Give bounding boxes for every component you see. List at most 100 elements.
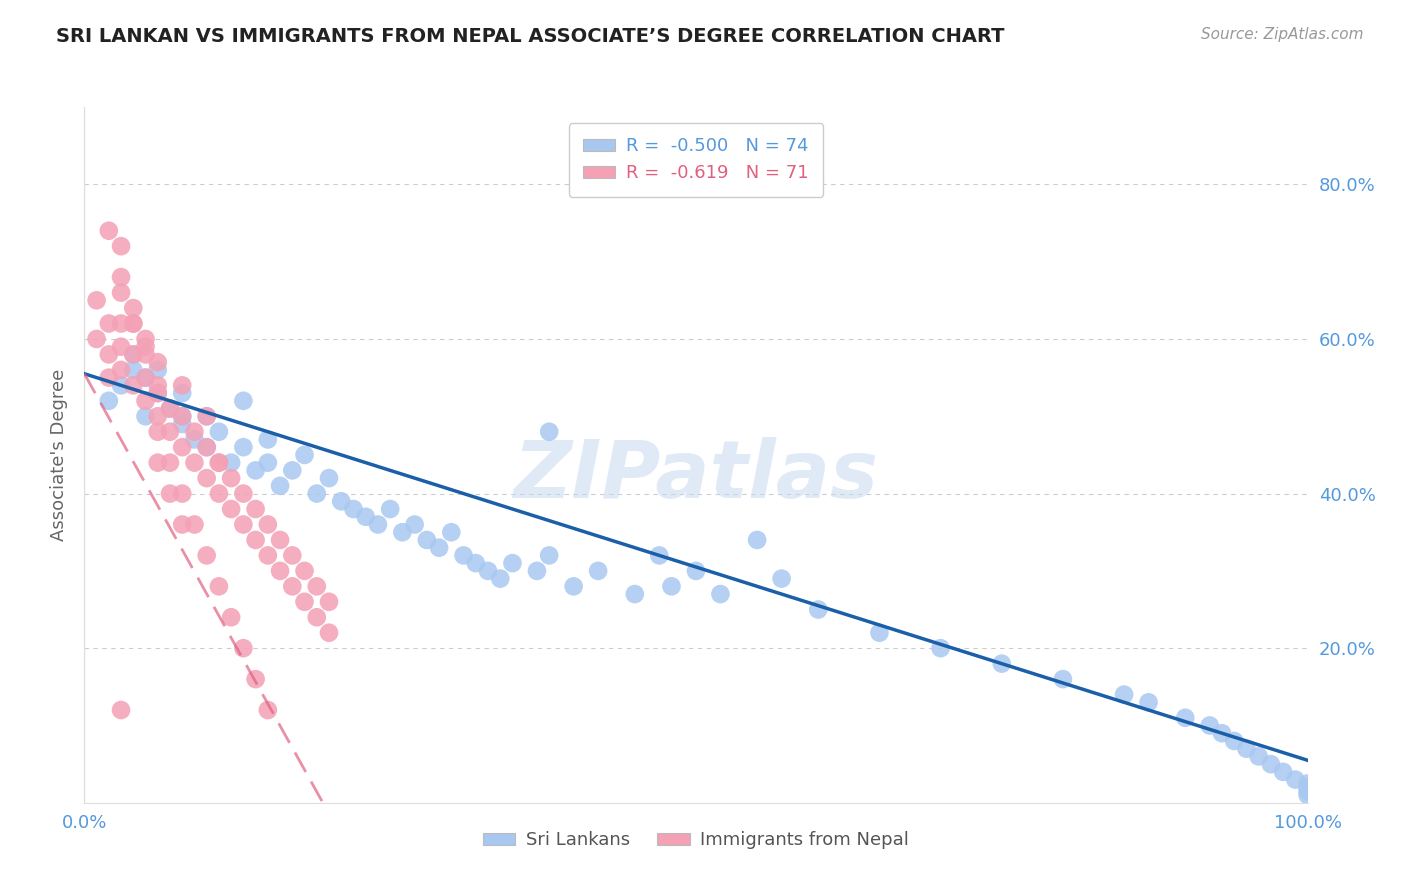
Point bbox=[257, 433, 280, 447]
Point bbox=[86, 293, 108, 308]
Point bbox=[208, 425, 231, 439]
Point bbox=[172, 517, 194, 532]
Point bbox=[232, 393, 254, 408]
Point bbox=[526, 564, 548, 578]
Point bbox=[404, 517, 426, 532]
Point bbox=[195, 440, 218, 454]
Point bbox=[257, 456, 280, 470]
Point bbox=[281, 463, 304, 477]
Point bbox=[391, 525, 413, 540]
Point bbox=[146, 386, 169, 401]
Point bbox=[342, 502, 364, 516]
Point bbox=[219, 610, 242, 624]
Point bbox=[991, 657, 1014, 671]
Point bbox=[172, 409, 194, 424]
Point bbox=[208, 579, 231, 593]
Point bbox=[1296, 776, 1319, 790]
Point bbox=[1223, 734, 1246, 748]
Point bbox=[110, 703, 132, 717]
Point bbox=[97, 393, 120, 408]
Point bbox=[1260, 757, 1282, 772]
Point bbox=[135, 332, 157, 346]
Point bbox=[367, 517, 389, 532]
Point bbox=[122, 347, 145, 361]
Point bbox=[294, 448, 316, 462]
Point bbox=[146, 378, 169, 392]
Point bbox=[427, 541, 450, 555]
Point bbox=[110, 239, 132, 253]
Point bbox=[122, 363, 145, 377]
Point bbox=[440, 525, 463, 540]
Point bbox=[648, 549, 671, 563]
Point bbox=[1296, 784, 1319, 798]
Point bbox=[281, 549, 304, 563]
Point bbox=[232, 486, 254, 500]
Point bbox=[453, 549, 475, 563]
Point bbox=[305, 486, 328, 500]
Point bbox=[1296, 788, 1319, 802]
Point bbox=[685, 564, 707, 578]
Point bbox=[318, 471, 340, 485]
Point bbox=[159, 456, 181, 470]
Point bbox=[1236, 741, 1258, 756]
Point bbox=[416, 533, 439, 547]
Y-axis label: Associate's Degree: Associate's Degree bbox=[51, 368, 69, 541]
Point bbox=[159, 401, 181, 416]
Point bbox=[172, 378, 194, 392]
Point bbox=[318, 595, 340, 609]
Legend: Sri Lankans, Immigrants from Nepal: Sri Lankans, Immigrants from Nepal bbox=[475, 824, 917, 856]
Text: Source: ZipAtlas.com: Source: ZipAtlas.com bbox=[1201, 27, 1364, 42]
Point bbox=[146, 386, 169, 401]
Point bbox=[245, 533, 267, 547]
Point bbox=[1296, 780, 1319, 795]
Point bbox=[146, 425, 169, 439]
Point bbox=[294, 595, 316, 609]
Point bbox=[86, 332, 108, 346]
Point bbox=[172, 386, 194, 401]
Point bbox=[122, 317, 145, 331]
Point bbox=[538, 549, 561, 563]
Point bbox=[1198, 718, 1220, 732]
Point bbox=[172, 409, 194, 424]
Point bbox=[330, 494, 353, 508]
Point bbox=[269, 533, 291, 547]
Point bbox=[489, 572, 512, 586]
Point bbox=[257, 703, 280, 717]
Point bbox=[562, 579, 585, 593]
Point bbox=[380, 502, 402, 516]
Point bbox=[159, 425, 181, 439]
Point bbox=[232, 440, 254, 454]
Point bbox=[1211, 726, 1233, 740]
Point bbox=[770, 572, 793, 586]
Point bbox=[97, 370, 120, 384]
Point bbox=[464, 556, 486, 570]
Point bbox=[232, 641, 254, 656]
Point bbox=[318, 625, 340, 640]
Point bbox=[146, 409, 169, 424]
Point bbox=[110, 363, 132, 377]
Point bbox=[110, 270, 132, 285]
Point bbox=[1137, 695, 1160, 709]
Point bbox=[1247, 749, 1270, 764]
Point bbox=[624, 587, 647, 601]
Point bbox=[195, 409, 218, 424]
Point bbox=[195, 549, 218, 563]
Point bbox=[245, 672, 267, 686]
Point bbox=[219, 502, 242, 516]
Point bbox=[869, 625, 891, 640]
Point bbox=[183, 433, 205, 447]
Point bbox=[183, 517, 205, 532]
Point bbox=[172, 440, 194, 454]
Point bbox=[477, 564, 499, 578]
Point bbox=[135, 347, 157, 361]
Point bbox=[245, 463, 267, 477]
Point bbox=[110, 317, 132, 331]
Point bbox=[135, 370, 157, 384]
Point bbox=[747, 533, 769, 547]
Point bbox=[195, 440, 218, 454]
Point bbox=[208, 456, 231, 470]
Point bbox=[195, 409, 218, 424]
Point bbox=[135, 370, 157, 384]
Point bbox=[661, 579, 683, 593]
Point bbox=[159, 486, 181, 500]
